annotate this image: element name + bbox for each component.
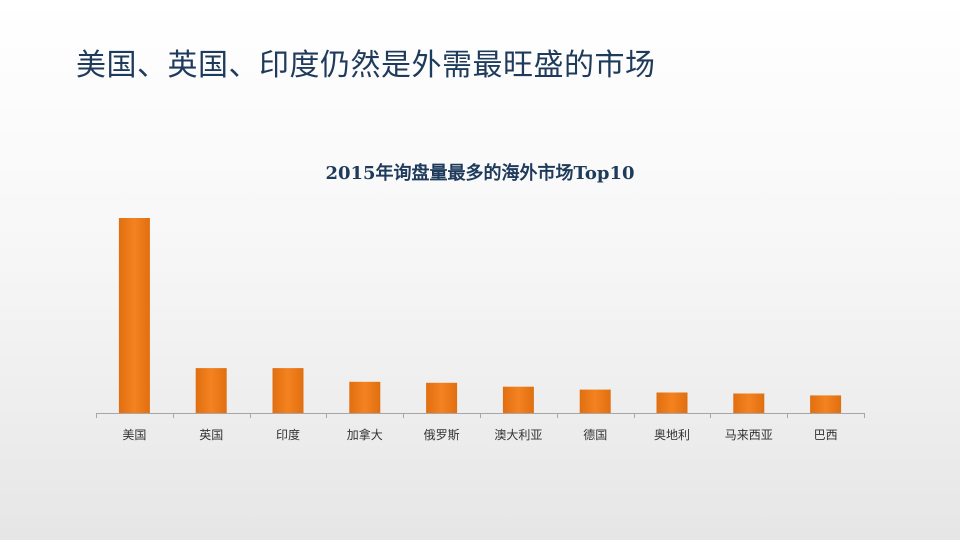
x-tick-label: 英国 <box>199 428 223 442</box>
bar-3 <box>349 381 381 413</box>
bar-9 <box>810 395 842 413</box>
bar-7 <box>656 392 688 413</box>
x-tick-labels: 美国 英国 印度 加拿大 俄罗斯 澳大利亚 德国 奥地利 马来西亚 巴西 <box>122 427 837 442</box>
x-tick-label: 印度 <box>276 427 300 442</box>
x-tick-label: 奥地利 <box>654 428 690 442</box>
x-tick-label: 俄罗斯 <box>424 428 460 442</box>
bar-2 <box>272 368 304 413</box>
x-tick-label: 美国 <box>122 428 146 442</box>
bar-0 <box>118 218 150 413</box>
bar-8 <box>733 393 765 413</box>
bar-5 <box>502 386 534 413</box>
x-tick-label: 澳大利亚 <box>494 428 542 442</box>
slide-title: 美国、英国、印度仍然是外需最旺盛的市场 <box>76 48 656 83</box>
x-tick-label: 加拿大 <box>347 427 383 442</box>
bar-1 <box>195 368 227 413</box>
x-tick-label: 德国 <box>583 427 607 442</box>
bar-4 <box>426 382 458 413</box>
x-tick-label: 马来西亚 <box>725 428 773 442</box>
bar-6 <box>579 389 611 413</box>
chart-title: 2015年询盘量最多的海外市场Top10 <box>325 163 635 184</box>
x-axis <box>96 413 865 418</box>
x-tick-label: 巴西 <box>814 428 838 442</box>
bars-group <box>118 218 842 413</box>
